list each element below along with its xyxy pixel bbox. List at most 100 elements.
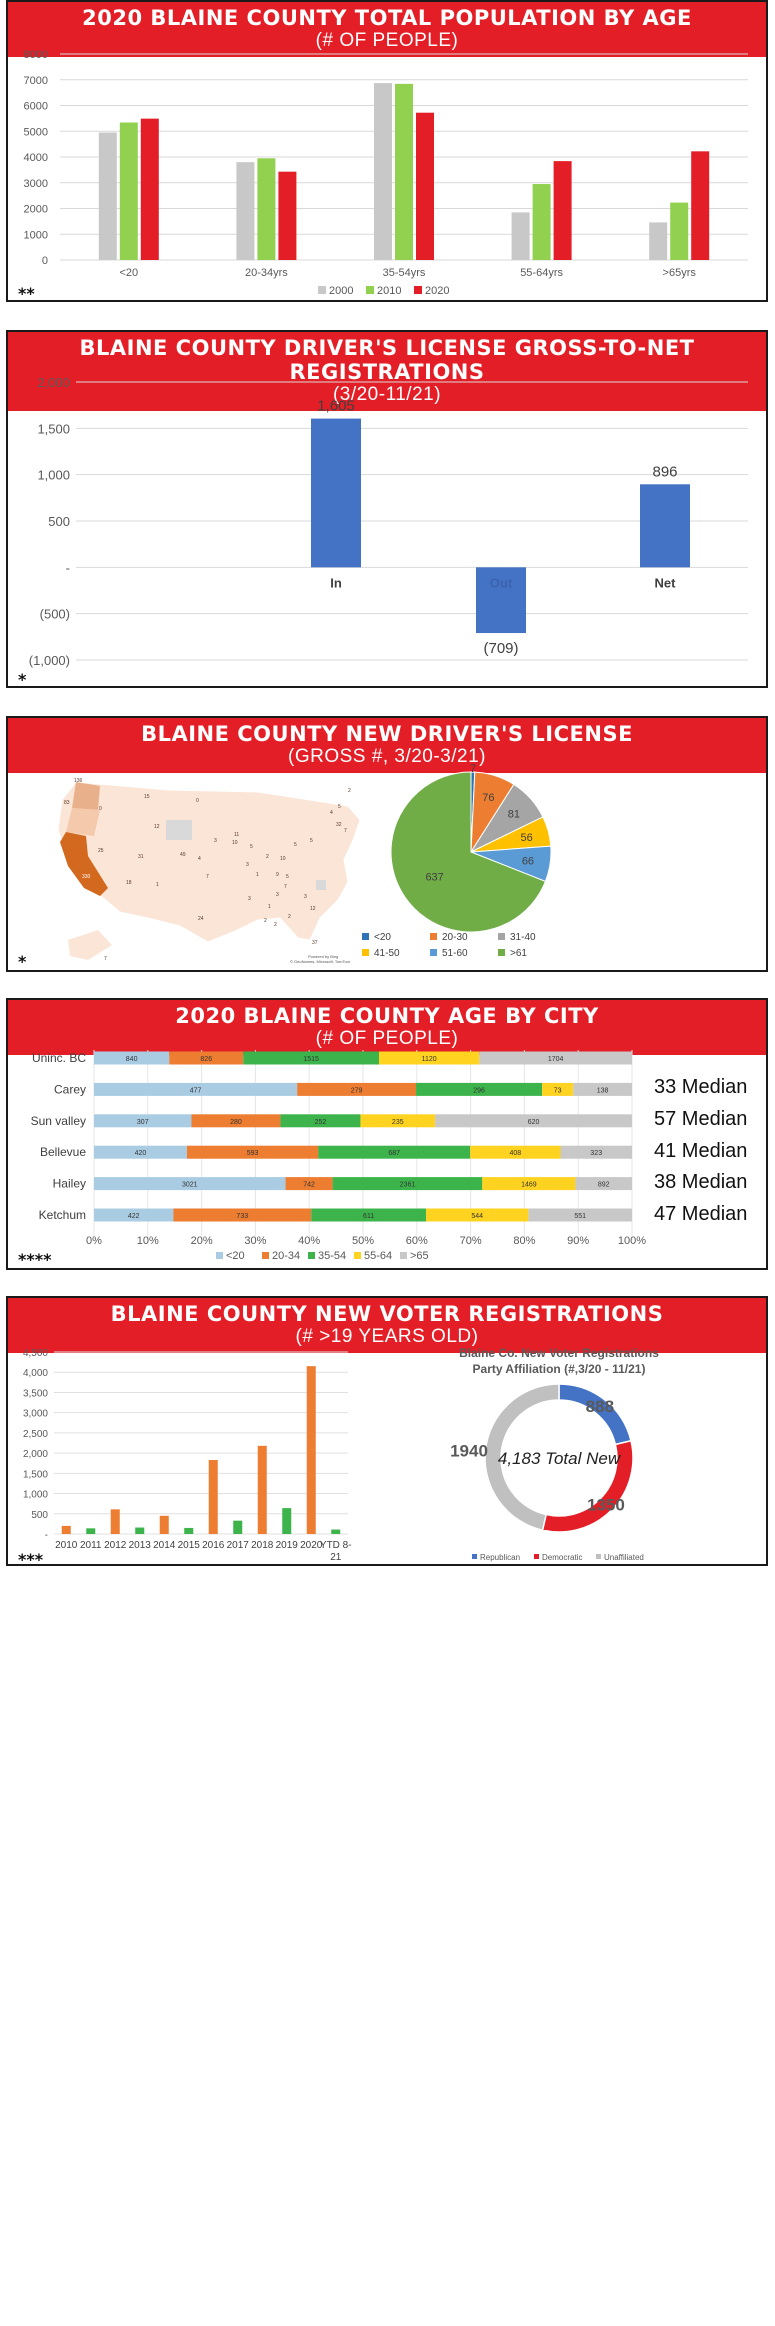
new-license-banner: BLAINE COUNTY NEW DRIVER'S LICENSE (GROS… (8, 718, 766, 773)
segment-label: 620 (528, 1119, 540, 1126)
y-tick-label: 1000 (24, 229, 48, 241)
gross-net-bar-chart: (1,000) (500) - 500 1,000 1,500 2,000 1,605 In (7… (29, 376, 748, 668)
map-count-label: 37 (312, 940, 318, 946)
x-tick-label-in: In (330, 575, 342, 590)
map-count-label: 3 (246, 862, 249, 868)
legend-label-20: <20 (226, 1250, 245, 1262)
y-tick-label: 4000 (24, 152, 48, 164)
segment-uninc-bc-55-64 (378, 1051, 480, 1065)
map-count-label: 3 (276, 892, 279, 898)
party-affiliation-donut-chart: 888 1350 1940 4,183 Total New Republican Demo… (450, 1383, 644, 1562)
y-category-label: Bellevue (40, 1145, 86, 1159)
map-count-label: 0 (196, 798, 199, 804)
x-tick-label: 60% (406, 1235, 428, 1247)
map-count-label: 2 (274, 922, 277, 928)
x-tick-label: 2016 (202, 1540, 225, 1551)
bar-ytd-8-21 (331, 1529, 341, 1534)
population-bar-chart: 0 1000 2000 3000 4000 5000 6000 7000 8000 <20 20-3… (24, 49, 748, 297)
x-tick-label: 40% (298, 1235, 320, 1247)
age-city-footnote: **** (18, 1250, 52, 1269)
x-tick-label-net: Net (655, 575, 677, 590)
x-tick-label: 30% (244, 1235, 266, 1247)
map-count-label: 49 (180, 852, 186, 858)
x-tick-label: 20% (191, 1235, 213, 1247)
y-tick-label: 500 (31, 1510, 48, 1521)
voter-registrations-bar-chart: - 500 1,000 1,500 2,000 2,500 3,000 3,500 4,000 4… (23, 1348, 352, 1563)
map-count-label: 3 (214, 838, 217, 844)
map-count-label: 5 (310, 838, 313, 844)
segment-label: 593 (247, 1150, 259, 1157)
bar-2010-35-54yrs (395, 83, 413, 260)
segment-uninc-bc-65 (479, 1051, 632, 1065)
y-tick-label: 1,000 (23, 1490, 48, 1501)
segment-sun-valley-35-54 (280, 1114, 361, 1128)
x-tick-label: 100% (618, 1235, 646, 1247)
x-tick-label: YTD 8- (320, 1540, 352, 1551)
segment-hailey-20-34 (285, 1177, 333, 1191)
x-tick-label: 2015 (178, 1540, 201, 1551)
legend-swatch-61 (498, 949, 505, 956)
age-city-stacked-bar-chart: 0% 10% 20% 30% 40% 50% 60% 70% 80% 90% 100% 840 826 1… (31, 1050, 646, 1262)
bar-2019 (282, 1508, 292, 1534)
bar-out (476, 567, 526, 634)
x-tick-label: 2018 (251, 1540, 274, 1551)
pie-slice-61 (390, 771, 547, 933)
segment-ketchum-65 (528, 1208, 632, 1222)
pie-data-label-20-30: 76 (482, 792, 494, 804)
bar-2010 (61, 1525, 71, 1534)
median-hailey: 38 Median (654, 1171, 748, 1193)
map-count-label: 330 (82, 874, 91, 880)
bar-2012 (110, 1509, 120, 1534)
median-carey: 33 Median (654, 1076, 748, 1098)
y-tick-label: 3,000 (23, 1409, 48, 1420)
bar-2000-20-34yrs (236, 162, 255, 260)
legend-label-democratic: Democratic (542, 1553, 582, 1562)
x-tick-label: 2010 (55, 1540, 78, 1551)
map-count-label: 7 (344, 828, 347, 834)
y-tick-label: 4,000 (23, 1368, 48, 1379)
segment-label: 296 (473, 1087, 485, 1094)
y-category-label: Hailey (53, 1177, 86, 1191)
donut-data-label-democratic: 1350 (587, 1495, 625, 1514)
x-tick-label: <20 (119, 267, 138, 279)
legend-swatch-2010 (366, 286, 374, 294)
segment-label: 307 (137, 1119, 149, 1126)
map-count-label: 2 (264, 918, 267, 924)
y-tick-label: (500) (40, 607, 70, 622)
bar-2013 (135, 1527, 145, 1534)
map-count-label: 7 (206, 874, 209, 880)
bar-2016 (208, 1459, 218, 1534)
map-credit-1: Powered by Bing (308, 954, 339, 959)
x-tick-label: 90% (567, 1235, 589, 1247)
segment-ketchum-35-54 (311, 1208, 427, 1222)
bar-in (311, 418, 361, 568)
legend-label-20: <20 (374, 932, 391, 943)
segment-bellevue-65 (560, 1145, 632, 1159)
new-license-subtitle: (GROSS #, 3/20-3/21) (288, 746, 486, 768)
y-tick-label: 4,500 (23, 1348, 48, 1359)
donut-title-2: Party Affiliation (#,3/20 - 11/21) (472, 1362, 646, 1376)
bar-2014 (159, 1515, 169, 1534)
segment-label: 892 (598, 1182, 610, 1189)
gross-net-title: BLAINE COUNTY DRIVER'S LICENSE GROSS-TO-… (79, 336, 695, 385)
y-tick-label: 8000 (24, 49, 48, 61)
map-count-label: 3 (304, 894, 307, 900)
pie-data-label-51-60: 66 (522, 856, 534, 868)
map-count-label: 9 (276, 872, 279, 878)
y-tick-label: 2,000 (23, 1449, 48, 1460)
legend-swatch-democratic (534, 1554, 539, 1559)
map-count-label: 1 (156, 882, 159, 888)
map-count-label: 32 (336, 822, 342, 828)
legend-swatch-20 (216, 1252, 223, 1259)
segment-hailey-65 (575, 1177, 632, 1191)
y-tick-label: 0 (42, 255, 48, 267)
legend-swatch-20-34 (262, 1252, 269, 1259)
legend-swatch-unaffiliated (596, 1554, 601, 1559)
bar-2000-35-54yrs (374, 83, 392, 260)
segment-sun-valley-20-34 (191, 1114, 281, 1128)
population-banner: 2020 BLAINE COUNTY TOTAL POPULATION BY A… (8, 2, 766, 57)
map-count-label: 10 (280, 856, 286, 862)
segment-uninc-bc-35-54 (243, 1051, 379, 1065)
x-tick-label: 21 (330, 1552, 342, 1563)
